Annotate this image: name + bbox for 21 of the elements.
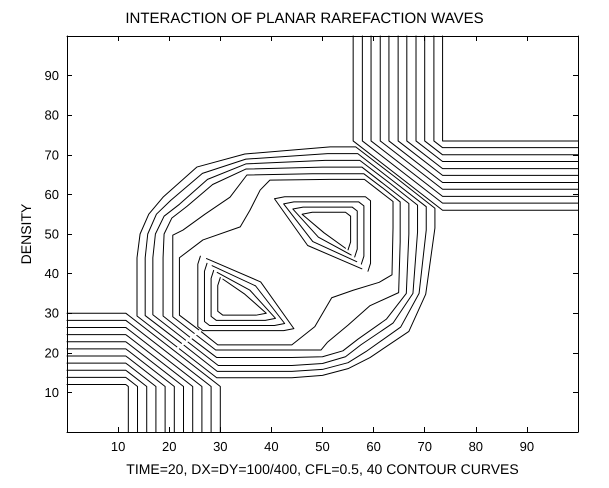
y-tick-label: 40: [44, 266, 59, 282]
y-tick-label: 70: [44, 147, 59, 162]
x-tick-label: 50: [315, 439, 330, 454]
y-tick-label: 20: [44, 345, 59, 360]
y-tick-label: 50: [44, 226, 59, 242]
x-tick-label: 30: [213, 439, 228, 454]
x-tick-label: 90: [520, 439, 534, 454]
x-tick-label: 10: [110, 439, 126, 454]
chart-title: INTERACTION OF PLANAR RAREFACTION WAVES: [125, 10, 484, 27]
y-tick-label: 10: [44, 384, 59, 400]
x-tick-label: 80: [468, 439, 484, 454]
y-tick-label: 30: [44, 306, 59, 321]
y-tick-label: 80: [44, 108, 59, 123]
x-tick-label: 60: [366, 439, 381, 454]
y-tick-label: 90: [44, 68, 59, 84]
x-tick-label: 70: [417, 439, 432, 454]
x-tick-label: 40: [264, 439, 279, 454]
y-axis-title: DENSITY: [18, 203, 34, 264]
x-axis-title: TIME=20, DX=DY=100/400, CFL=0.5, 40 CONTOUR CURVES: [126, 461, 519, 477]
y-tick-label: 60: [44, 186, 59, 202]
x-tick-label: 20: [162, 439, 176, 454]
